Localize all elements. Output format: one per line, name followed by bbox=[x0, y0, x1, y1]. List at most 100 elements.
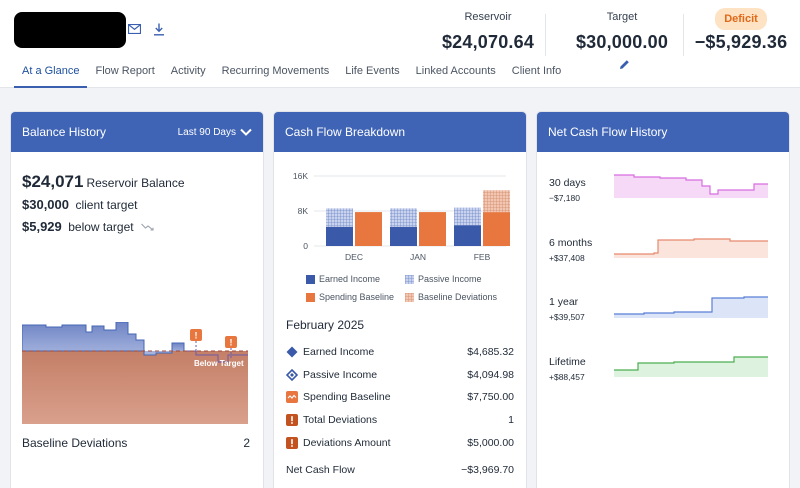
period-value: +$37,408 bbox=[549, 253, 585, 263]
tab-life-events[interactable]: Life Events bbox=[345, 65, 400, 77]
diamond-icon bbox=[286, 346, 298, 358]
legend-passive-income: Passive Income bbox=[405, 274, 482, 284]
reservoir-label: Reservoir bbox=[464, 11, 512, 23]
chevron-down-icon bbox=[240, 128, 252, 136]
deficit-value: −$5,929.36 bbox=[694, 32, 788, 52]
mail-icon[interactable] bbox=[128, 24, 141, 34]
total-deviations-row: Total Deviations 1 bbox=[286, 414, 514, 426]
target-metric: Target $30,000.00 bbox=[566, 8, 678, 74]
x-tick-label: FEB bbox=[474, 252, 491, 262]
earned-income-row: Earned Income $4,685.32 bbox=[286, 346, 514, 358]
passive-income-row: Passive Income $4,094.98 bbox=[286, 369, 514, 381]
period-label: 1 year bbox=[549, 296, 579, 308]
legend-swatch bbox=[405, 292, 414, 302]
legend-swatch bbox=[405, 274, 414, 284]
legend-label: Baseline Deviations bbox=[418, 292, 498, 302]
below-target-label: Below Target bbox=[194, 359, 244, 368]
baseline-deviations-row: Baseline Deviations 2 bbox=[22, 436, 250, 450]
selected-month: February 2025 bbox=[286, 318, 365, 332]
tab-at-a-glance[interactable]: At a Glance bbox=[14, 60, 88, 88]
tab-activity[interactable]: Activity bbox=[170, 65, 206, 77]
deficit-badge-wrap: Deficit bbox=[694, 8, 788, 30]
download-icon[interactable] bbox=[153, 23, 165, 36]
sparkline-30-days bbox=[614, 174, 768, 198]
period-label: 30 days bbox=[549, 177, 586, 189]
top-header: Reservoir $24,070.64 Target $30,000.00 D… bbox=[0, 0, 800, 88]
target-value: $30,000.00 bbox=[575, 32, 669, 52]
period-value: +$88,457 bbox=[549, 372, 585, 382]
deviation-marker[interactable]: ! bbox=[225, 336, 237, 348]
deviation-marker[interactable]: ! bbox=[190, 329, 202, 341]
card-header: Balance History Last 90 Days bbox=[11, 112, 263, 152]
tab-recurring-movements[interactable]: Recurring Movements bbox=[221, 65, 330, 77]
target-value-row: $30,000.00 bbox=[566, 32, 678, 74]
legend-spending-baseline: Spending Baseline bbox=[306, 292, 394, 302]
target-label: Target bbox=[606, 11, 638, 23]
card-title: Net Cash Flow History bbox=[548, 125, 668, 139]
cash-flow-breakdown-card: Cash Flow Breakdown 16K 8K 0 DEC JAN FEB Earn… bbox=[274, 112, 526, 488]
row-value: 1 bbox=[508, 414, 514, 426]
row-label: Passive Income bbox=[303, 369, 378, 381]
sparkline-6-months bbox=[614, 238, 768, 258]
balance-amount: $24,071 bbox=[22, 172, 84, 191]
bar-spending-baseline bbox=[355, 212, 382, 246]
row-value: $5,000.00 bbox=[467, 437, 514, 449]
pencil-icon[interactable] bbox=[619, 59, 630, 70]
x-tick-label: JAN bbox=[410, 252, 426, 262]
legend-earned-income: Earned Income bbox=[306, 274, 380, 284]
alert-icon bbox=[286, 414, 298, 426]
row-value: $4,685.32 bbox=[467, 346, 514, 358]
row-label: Spending Baseline bbox=[303, 391, 391, 403]
bar-passive-income bbox=[390, 208, 417, 227]
net-cash-flow-label: Net Cash Flow bbox=[286, 464, 355, 476]
history-6-months: 6 months +$37,408 bbox=[549, 237, 592, 263]
tab-flow-report[interactable]: Flow Report bbox=[95, 65, 155, 77]
diamond-outline-icon bbox=[286, 369, 298, 381]
row-value: $4,094.98 bbox=[467, 369, 514, 381]
reservoir-balance-line: $24,071 Reservoir Balance bbox=[22, 172, 185, 192]
deviations-amount-row: Deviations Amount $5,000.00 bbox=[286, 437, 514, 449]
net-cash-flow-value: −$3,969.70 bbox=[461, 464, 514, 476]
below-target-line: $5,929 below target bbox=[22, 218, 155, 236]
tab-linked-accounts[interactable]: Linked Accounts bbox=[415, 65, 496, 77]
row-value: $7,750.00 bbox=[467, 391, 514, 403]
history-lifetime: Lifetime +$88,457 bbox=[549, 356, 586, 382]
card-title: Balance History bbox=[22, 125, 107, 139]
balance-line-low bbox=[184, 350, 248, 363]
marker-glyph: ! bbox=[230, 338, 233, 348]
bar-passive-income bbox=[326, 208, 353, 227]
below-amount: $5,929 bbox=[22, 219, 62, 234]
period-label: 6 months bbox=[549, 237, 593, 249]
target-amount: $30,000 bbox=[22, 197, 69, 212]
client-target-line: $30,000 client target bbox=[22, 196, 138, 214]
y-tick-label: 0 bbox=[303, 241, 308, 251]
range-select[interactable]: Last 90 Days bbox=[178, 127, 252, 138]
card-title: Cash Flow Breakdown bbox=[285, 125, 406, 139]
divider bbox=[683, 14, 684, 56]
deficit-badge: Deficit bbox=[715, 8, 767, 30]
history-30-days: 30 days −$7,180 bbox=[549, 177, 586, 203]
wave-icon bbox=[286, 391, 298, 403]
balance-history-chart: ! ! Below Target bbox=[22, 322, 248, 424]
legend-label: Earned Income bbox=[319, 274, 381, 284]
range-value: Last 90 Days bbox=[177, 126, 236, 138]
legend-label: Passive Income bbox=[418, 274, 482, 284]
sparkline-lifetime bbox=[614, 356, 768, 377]
redacted-client-name bbox=[14, 12, 126, 48]
sparkline-1-year bbox=[614, 296, 768, 318]
baseline-deviations-count: 2 bbox=[243, 436, 250, 450]
baseline-area bbox=[22, 351, 248, 424]
balance-line-mid bbox=[143, 351, 173, 356]
tab-client-info[interactable]: Client Info bbox=[511, 65, 562, 77]
row-label: Earned Income bbox=[303, 346, 375, 358]
bar-baseline-deviations bbox=[483, 190, 510, 213]
card-header: Cash Flow Breakdown bbox=[274, 112, 526, 152]
bar-spending-baseline bbox=[483, 212, 510, 246]
x-tick-label: DEC bbox=[345, 252, 363, 262]
bar-spending-baseline bbox=[419, 212, 446, 246]
net-cash-flow-history-card: Net Cash Flow History 30 days −$7,180 6 … bbox=[537, 112, 789, 488]
period-value: −$7,180 bbox=[549, 193, 580, 203]
net-cash-flow-row: Net Cash Flow −$3,969.70 bbox=[286, 464, 514, 476]
marker-glyph: ! bbox=[195, 331, 198, 341]
balance-area-spike bbox=[171, 342, 185, 351]
